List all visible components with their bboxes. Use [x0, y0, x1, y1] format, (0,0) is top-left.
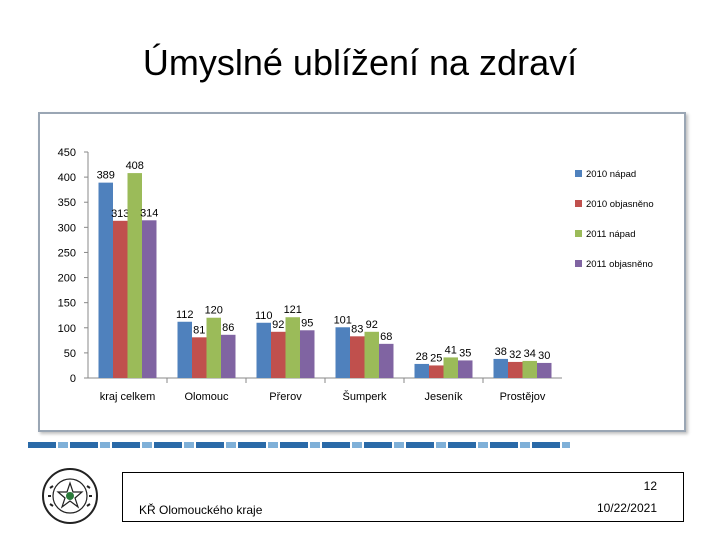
- data-label: 32: [509, 349, 521, 361]
- data-label: 408: [126, 160, 144, 172]
- y-tick-label: 350: [58, 197, 76, 209]
- data-label: 112: [176, 309, 194, 321]
- data-label: 68: [380, 331, 392, 343]
- page-number: 12: [643, 479, 657, 493]
- date-label: 10/22/2021: [596, 501, 657, 515]
- bar: [350, 336, 365, 378]
- data-label: 38: [495, 346, 507, 358]
- data-label: 120: [205, 305, 223, 317]
- data-label: 30: [538, 350, 550, 362]
- data-label: 28: [416, 351, 428, 363]
- bar: [300, 330, 315, 378]
- bar: [206, 317, 221, 378]
- bar: [285, 317, 300, 378]
- data-label: 92: [366, 319, 378, 331]
- y-tick-label: 100: [58, 323, 76, 335]
- bar: [522, 360, 537, 378]
- bar: [364, 331, 379, 378]
- data-label: 81: [193, 324, 205, 336]
- data-label: 83: [351, 323, 363, 335]
- organization-label: KŘ Olomouckého kraje: [139, 503, 263, 517]
- bar: [508, 361, 523, 378]
- decorative-stripe: [28, 442, 570, 448]
- y-tick-label: 0: [70, 373, 76, 385]
- y-tick-label: 150: [58, 298, 76, 310]
- y-tick-label: 450: [58, 147, 76, 159]
- legend-label: 2011 nápad: [586, 229, 636, 240]
- category-label: Olomouc: [184, 391, 229, 403]
- bar: [379, 343, 394, 378]
- bar: [142, 220, 157, 378]
- bar: [335, 327, 350, 378]
- footer-box: 12 KŘ Olomouckého kraje 10/22/2021: [122, 472, 684, 522]
- data-label: 314: [140, 207, 158, 219]
- y-tick-label: 300: [58, 222, 76, 234]
- bar: [493, 358, 508, 378]
- y-tick-label: 400: [58, 172, 76, 184]
- legend-label: 2010 objasněno: [586, 199, 654, 210]
- category-label: Jeseník: [425, 391, 463, 403]
- category-label: Prostějov: [500, 391, 546, 403]
- legend-swatch: [575, 170, 582, 177]
- chart-frame: 0 50 100 150 200 250 300 350 400 450 389 313 408 314 k…: [38, 112, 686, 432]
- bar: [127, 173, 142, 378]
- data-label: 121: [284, 304, 302, 316]
- police-seal-icon: [42, 468, 98, 524]
- data-label: 35: [459, 347, 471, 359]
- legend-label: 2011 objasněno: [586, 259, 653, 270]
- bar: [429, 365, 444, 378]
- legend-swatch: [575, 200, 582, 207]
- bar-chart: 0 50 100 150 200 250 300 350 400 450 389 313 408 314 k…: [58, 147, 654, 403]
- bar: [414, 363, 429, 378]
- data-label: 389: [97, 170, 115, 182]
- bar: [537, 362, 552, 378]
- y-tick-label: 50: [64, 348, 76, 360]
- bar: [271, 331, 286, 378]
- data-label: 101: [334, 314, 352, 326]
- bar: [458, 360, 473, 378]
- data-label: 313: [111, 208, 129, 220]
- slide-title: Úmyslné ublížení na zdraví: [142, 42, 578, 83]
- legend-swatch: [575, 230, 582, 237]
- data-label: 92: [272, 319, 284, 331]
- bar: [256, 322, 271, 378]
- bar: [98, 182, 113, 378]
- bar: [221, 334, 236, 378]
- bar: [443, 357, 458, 378]
- y-tick-label: 200: [58, 273, 76, 285]
- category-label: Šumperk: [342, 390, 387, 403]
- y-tick-label: 250: [58, 247, 76, 259]
- data-label: 110: [255, 310, 273, 322]
- bar: [177, 321, 192, 378]
- data-label: 25: [430, 352, 442, 364]
- category-label: Přerov: [269, 391, 302, 403]
- legend-swatch: [575, 260, 582, 267]
- data-label: 41: [445, 344, 457, 356]
- category-label: kraj celkem: [100, 391, 156, 403]
- data-label: 34: [524, 348, 536, 360]
- bar: [113, 220, 128, 378]
- data-label: 95: [301, 317, 313, 329]
- data-label: 86: [222, 322, 234, 334]
- bar: [192, 337, 207, 378]
- legend-label: 2010 nápad: [586, 169, 636, 180]
